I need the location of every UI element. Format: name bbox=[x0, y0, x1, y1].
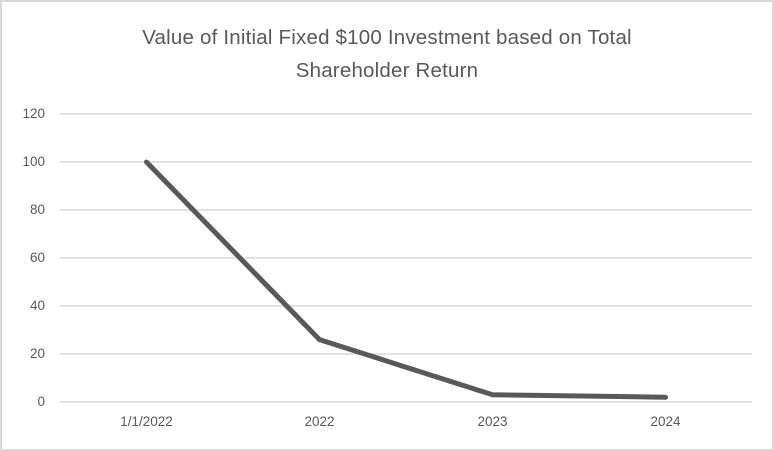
chart-title: Value of Initial Fixed $100 Investment b… bbox=[2, 21, 772, 87]
y-axis-tick-label: 80 bbox=[29, 202, 45, 217]
x-axis-tick-label: 2023 bbox=[477, 414, 508, 429]
y-axis-tick-label: 100 bbox=[22, 154, 45, 169]
y-axis-tick-label: 0 bbox=[37, 394, 45, 409]
y-axis-tick-label: 40 bbox=[29, 298, 45, 313]
y-axis-tick-label: 60 bbox=[29, 250, 45, 265]
chart-title-line-2: Shareholder Return bbox=[295, 59, 479, 82]
y-axis-tick-label: 20 bbox=[29, 346, 45, 361]
x-axis-tick-label: 2022 bbox=[304, 414, 335, 429]
tsr-line-series bbox=[144, 159, 668, 400]
chart-title-line-1: Value of Initial Fixed $100 Investment b… bbox=[142, 26, 632, 49]
x-axis-tick-label: 2024 bbox=[650, 414, 681, 429]
x-axis-tick-label: 1/1/2022 bbox=[120, 414, 173, 429]
y-axis-tick-label: 120 bbox=[22, 106, 45, 121]
